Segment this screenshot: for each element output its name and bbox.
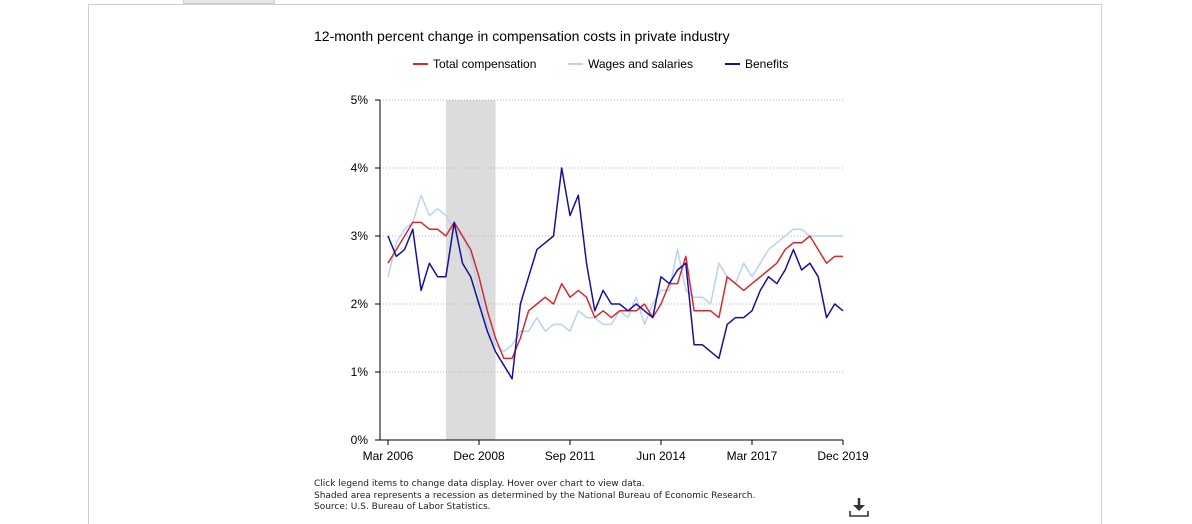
x-tick-label: Sep 2011 (545, 449, 596, 463)
y-tick-label: 5% (351, 93, 369, 107)
series-line-total-compensation (387, 221, 843, 360)
series-line-benefits (387, 167, 844, 380)
note-line: Source: U.S. Bureau of Labor Statistics. (314, 502, 491, 512)
legend-wages-and-salaries[interactable]: Wages and salaries (568, 57, 693, 71)
tab-stub[interactable] (183, 0, 275, 4)
download-icon[interactable] (848, 496, 870, 518)
legend-swatch (413, 63, 428, 65)
x-tick-label: Mar 2006 (363, 449, 414, 463)
chart-panel (88, 4, 1102, 524)
chart-notes: Click legend items to change data displa… (314, 479, 755, 514)
x-tick-label: Dec 2019 (817, 449, 869, 463)
note-line: Click legend items to change data displa… (314, 479, 645, 489)
y-tick-label: 1% (351, 365, 369, 379)
chart-title: 12-month percent change in compensation … (314, 28, 730, 44)
legend-swatch (725, 63, 740, 65)
y-tick-label: 0% (351, 433, 369, 447)
y-tick-label: 3% (351, 229, 369, 243)
legend-swatch (568, 63, 583, 65)
x-tick-label: Dec 2008 (453, 449, 505, 463)
y-tick-label: 2% (351, 297, 369, 311)
legend-total-compensation[interactable]: Total compensation (413, 57, 536, 71)
x-tick-label: Jun 2014 (636, 449, 686, 463)
legend-label: Benefits (745, 57, 789, 71)
x-tick-label: Mar 2017 (727, 449, 778, 463)
y-tick-label: 4% (351, 161, 369, 175)
legend-label: Total compensation (433, 57, 537, 71)
legend-benefits[interactable]: Benefits (725, 57, 788, 71)
download-glyph (849, 498, 869, 517)
recession-band (445, 100, 496, 440)
note-line: Shaded area represents a recession as de… (314, 490, 756, 501)
legend-label: Wages and salaries (588, 57, 693, 71)
